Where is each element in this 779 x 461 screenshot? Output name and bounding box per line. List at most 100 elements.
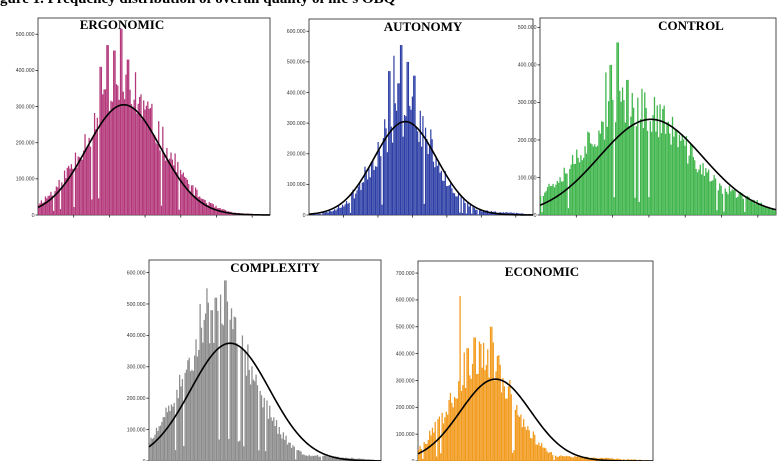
- histogram-bar: [452, 192, 454, 215]
- histogram-bar: [177, 398, 179, 461]
- histogram-bar: [455, 196, 457, 215]
- histogram-bar: [140, 94, 142, 215]
- histogram-bar: [580, 155, 582, 215]
- histogram-bar: [524, 426, 526, 461]
- histogram-bar: [413, 75, 415, 215]
- histogram-bar: [147, 101, 149, 215]
- histogram-bar: [168, 405, 170, 461]
- histogram-bar: [655, 131, 657, 215]
- histogram-bar: [428, 146, 431, 215]
- histogram-bar: [340, 207, 342, 215]
- histogram-bar: [360, 189, 362, 215]
- histogram-bar: [323, 212, 325, 215]
- histogram-bar: [405, 116, 407, 215]
- histogram-bar: [397, 83, 399, 215]
- histogram-bar: [527, 426, 529, 461]
- histogram-bar: [107, 45, 109, 215]
- histogram-bar: [469, 205, 471, 215]
- y-tick-label: 500.000: [287, 60, 306, 66]
- histogram-bar: [185, 369, 188, 461]
- plot-frame: [148, 259, 382, 461]
- histogram-bar: [284, 439, 286, 461]
- histogram-bar: [68, 165, 70, 215]
- histogram-bar: [604, 457, 606, 461]
- histogram-bar: [569, 168, 571, 215]
- histogram-bar: [183, 446, 185, 461]
- histogram-bar: [583, 157, 585, 215]
- histogram-bar: [50, 191, 52, 215]
- y-tick-label: 600.000: [396, 298, 415, 304]
- histogram-bar: [247, 344, 249, 461]
- histogram-bar: [278, 426, 280, 461]
- histogram-bar: [588, 132, 590, 215]
- histogram-bar: [644, 92, 646, 215]
- histogram-bar: [439, 172, 441, 215]
- histogram-bar: [414, 75, 416, 215]
- histogram-bar: [167, 159, 169, 215]
- histogram-bar: [312, 455, 315, 461]
- histogram-bar: [334, 209, 336, 215]
- histogram-bar: [240, 348, 242, 461]
- histogram-bar: [505, 398, 507, 461]
- histogram-bar: [410, 109, 412, 215]
- histogram-bar: [529, 438, 532, 461]
- histogram-bar: [403, 114, 406, 215]
- y-tick-label: 100.000: [518, 175, 537, 181]
- histogram-bar: [455, 398, 457, 461]
- histogram-bar: [72, 168, 74, 215]
- histogram-bar: [737, 196, 739, 215]
- histogram-bar: [190, 185, 193, 215]
- histogram-bar: [357, 186, 359, 215]
- histogram-bar: [386, 152, 388, 215]
- histogram-complexity: 0 100.000 200.000 300.000 400.000 500.000 600.…: [127, 259, 382, 461]
- histogram-bar: [393, 55, 395, 215]
- y-tick-label: 500.000: [127, 302, 146, 308]
- histogram-bar: [550, 452, 552, 461]
- histogram-bar: [724, 188, 726, 215]
- histogram-bar: [509, 212, 511, 215]
- histogram-bar: [525, 429, 528, 461]
- histogram-bar: [297, 450, 300, 461]
- histogram-bar: [330, 211, 332, 215]
- histogram-bar: [549, 452, 551, 461]
- histogram-bar: [271, 420, 274, 461]
- y-tick-label: 100.000: [127, 427, 146, 433]
- histogram-bar: [420, 448, 423, 461]
- histogram-bar: [191, 369, 193, 461]
- histogram-bar: [440, 453, 442, 461]
- histogram-bar: [481, 367, 483, 461]
- histogram-bar: [349, 212, 352, 215]
- histogram-bar: [295, 459, 297, 461]
- histogram-bar: [685, 136, 688, 215]
- histogram-bar: [514, 409, 517, 461]
- histogram-bar: [122, 91, 124, 215]
- histogram-bar: [496, 356, 499, 461]
- y-tick-label: 400.000: [127, 333, 146, 339]
- histogram-bar: [316, 214, 319, 215]
- histogram-bar: [326, 211, 328, 215]
- histogram-bar: [622, 459, 624, 461]
- histogram-bar: [548, 183, 550, 215]
- histogram-bar: [418, 449, 420, 461]
- histogram-bar: [543, 447, 546, 461]
- histogram-bar: [61, 182, 63, 215]
- histogram-bar: [489, 326, 492, 461]
- histogram-bar: [254, 381, 256, 461]
- histogram-bar: [581, 456, 583, 461]
- histogram-bar: [424, 444, 427, 461]
- histogram-bar: [303, 454, 305, 461]
- histogram-bar: [612, 99, 614, 215]
- y-tick-label: 300.000: [127, 365, 146, 371]
- histogram-bar: [710, 181, 713, 215]
- histogram-bar: [477, 214, 479, 215]
- histogram-bar: [129, 89, 131, 215]
- histogram-bar: [368, 168, 370, 215]
- y-tick-label: 700.000: [396, 271, 415, 277]
- histogram-bar: [453, 193, 456, 215]
- histogram-bar: [645, 108, 647, 215]
- histogram-bar: [680, 140, 682, 215]
- histogram-bar: [54, 191, 56, 215]
- histogram-bar: [273, 417, 275, 461]
- histogram-bar: [63, 170, 66, 215]
- histogram-bar: [42, 203, 44, 215]
